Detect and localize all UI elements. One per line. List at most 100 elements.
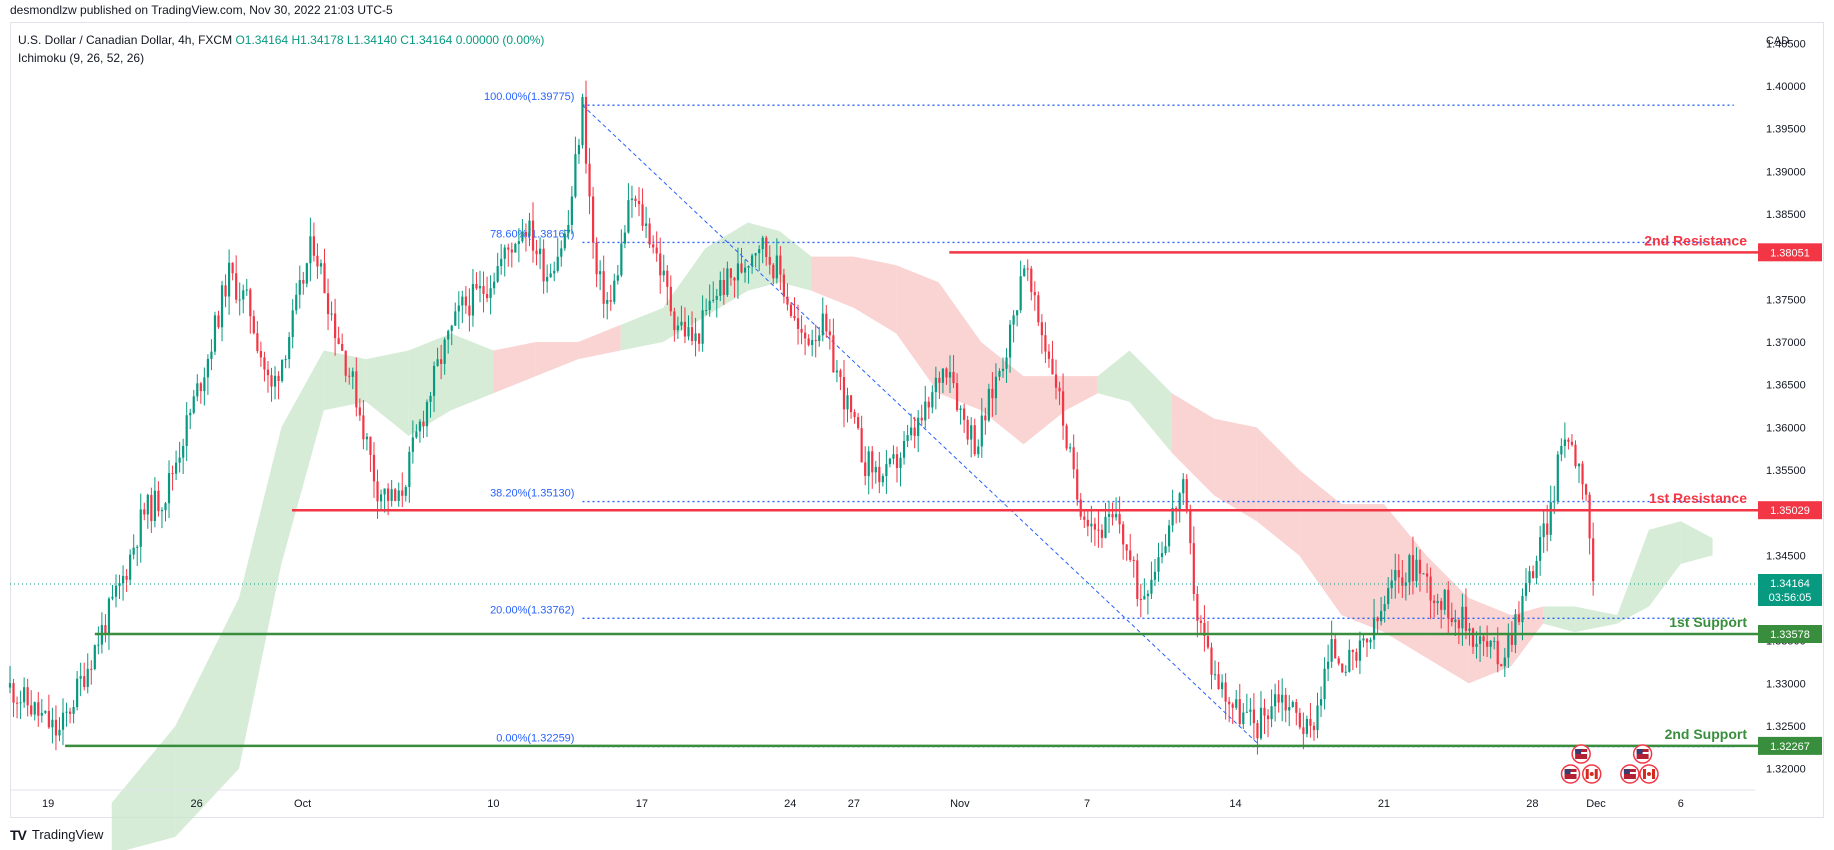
candle-body [182,445,185,458]
symbol-legend[interactable]: U.S. Dollar / Canadian Dollar, 4h, FXCM … [18,32,544,48]
candle-body [1408,555,1411,583]
time-axis[interactable]: 19 26 Oct 10 17 24 27 Nov 7 14 21 28 Dec 6 [10,789,1755,810]
candle-body [397,490,400,501]
candle-body [609,300,612,302]
candle-body [454,311,457,326]
candle-body [1051,358,1054,375]
candle-body [1061,391,1065,426]
candle-body [1196,593,1199,621]
candle-body [245,289,248,291]
candle-body [673,311,676,331]
candle-body [1192,543,1195,594]
level-price-text: 1.35029 [1770,505,1810,517]
candle-body [259,351,263,358]
candle-body [394,489,397,501]
candle-body [1319,699,1323,706]
cloud-segment [1341,504,1384,633]
candle-body [284,359,287,361]
candle-body [779,255,782,275]
candle-body [111,596,114,599]
candle-body [676,325,679,331]
candle-body [291,310,294,338]
candle-body [1500,664,1503,667]
candle-body [599,271,602,275]
candle-body [800,328,803,333]
candle-body [1079,499,1082,517]
ohlc-close: C1.34164 [400,33,453,47]
candle-body [1274,694,1277,707]
ca-flag-icon[interactable] [1581,764,1602,784]
candle-body [1217,674,1220,690]
candle-body [652,244,655,248]
currency-label: CAD [1766,35,1789,47]
candle-body [76,678,79,708]
candle-body [910,427,913,436]
fib-trendline [582,104,1262,747]
candle-body [164,503,167,511]
candle-body [1298,712,1301,728]
candle-body [1069,447,1072,449]
candle-body [129,554,132,580]
candle-body [383,488,386,495]
candle-body [1090,523,1093,527]
candle-body [1005,357,1008,369]
economic-events[interactable] [1560,744,1659,784]
flag-band [1585,769,1589,779]
candle-body [867,451,870,477]
candle-body [517,241,520,244]
candle-body [715,295,718,300]
candle-body [1570,441,1574,445]
candle-body [171,473,174,475]
candle-body [432,365,436,396]
candle-body [1468,628,1471,631]
cloud-segment [1256,427,1300,556]
candle-body [1383,604,1386,611]
candle-body [1136,560,1139,600]
candle-body [1185,479,1188,511]
candle-body [959,408,962,411]
candle-body [146,494,149,515]
candle-body [588,163,591,197]
candle-body [1001,368,1005,372]
candle-body [708,300,711,311]
candle-body [23,687,26,703]
candle-body [528,220,531,237]
candle-body [372,454,376,482]
candle-body [1567,439,1570,442]
candle-body [79,676,82,679]
price-tick: 1.39500 [1766,124,1806,136]
us-flag-icon[interactable] [1571,744,1591,764]
candle-body [58,729,61,736]
candle-body [1355,652,1358,661]
candle-body [319,263,323,267]
candle-body [1203,622,1206,636]
candle-body [874,466,877,473]
indicator-legend[interactable]: Ichimoku (9, 26, 52, 26) [18,51,145,65]
candle-body [1556,454,1559,502]
us-flag-icon[interactable] [1632,744,1653,764]
candle-body [987,388,990,421]
candle-body [362,415,365,440]
time-tick: 24 [784,798,796,810]
price-tick: 1.32500 [1766,721,1806,733]
ca-flag-icon[interactable] [1639,764,1659,784]
candle-body [185,415,188,446]
candle-body [1553,501,1556,503]
candle-body [213,315,217,352]
time-tick: Dec [1586,798,1606,810]
candle-body [768,256,771,265]
candle-body [811,340,814,345]
us-flag-icon[interactable] [1620,764,1640,784]
candle-body [1401,577,1404,586]
us-flag-icon[interactable] [1560,764,1581,784]
candle-body [86,668,89,687]
symbol-title[interactable]: U.S. Dollar / Canadian Dollar, 4h, FXCM [18,33,233,47]
cloud-segment [281,350,324,564]
candle-body [846,395,849,410]
candle-body [1471,628,1475,647]
candle-body [567,224,570,234]
candle-body [1415,559,1418,582]
candle-body [436,359,439,366]
